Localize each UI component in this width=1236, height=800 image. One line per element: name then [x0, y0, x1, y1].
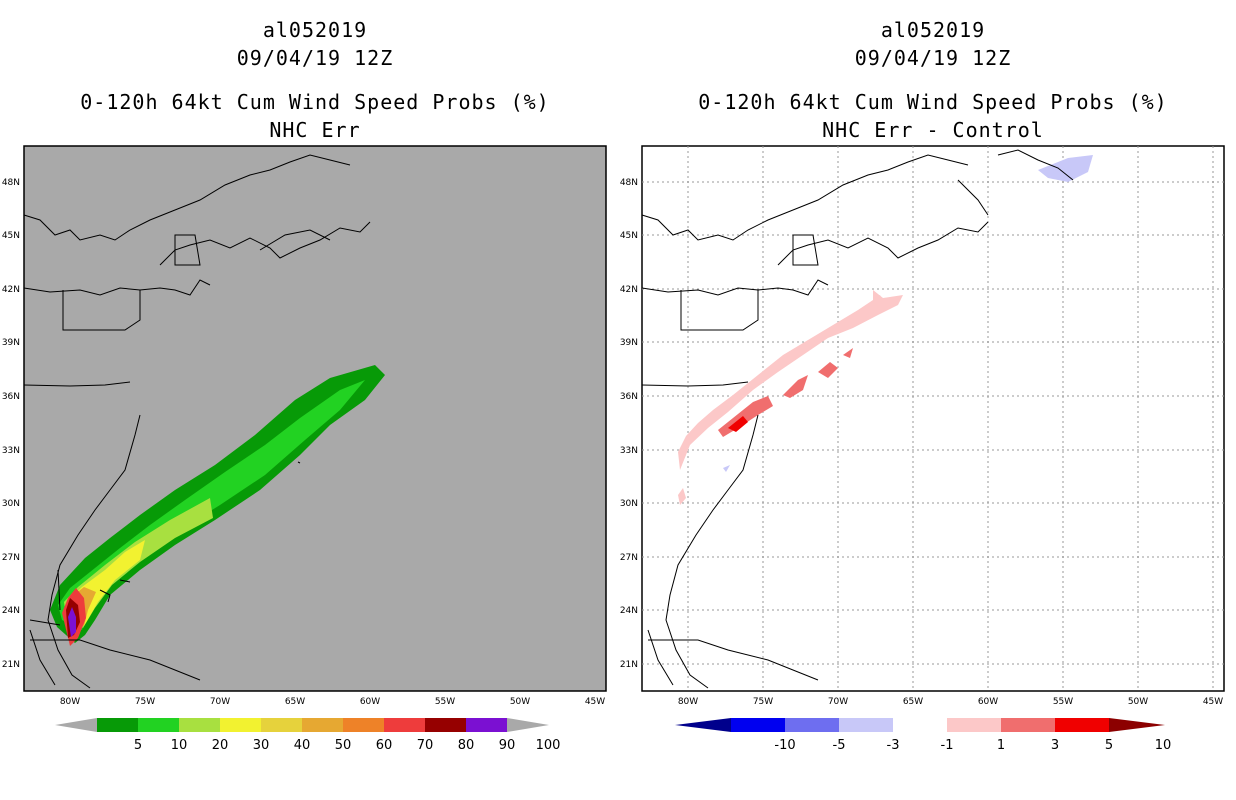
left-colorbar-bin: [466, 718, 507, 732]
right-lon-45: 45W: [1203, 697, 1223, 707]
right-colorbar-bin: [893, 718, 947, 732]
right-grid: [642, 146, 1224, 691]
right-lat-33: 33N: [620, 446, 638, 456]
left-lat-36: 36N: [2, 392, 20, 402]
left-colorbar-label: 90: [499, 738, 516, 753]
right-product-title: 0-120h 64kt Cum Wind Speed Probs (%): [698, 90, 1168, 114]
right-lon-75: 75W: [753, 697, 773, 707]
right-lon-55: 55W: [1053, 697, 1073, 707]
left-product-title: 0-120h 64kt Cum Wind Speed Probs (%): [80, 90, 550, 114]
right-map-frame: [641, 145, 1225, 692]
right-lon-80: 80W: [678, 697, 698, 707]
right-colorbar-label: 5: [1105, 738, 1113, 753]
left-coastlines: [23, 154, 371, 689]
right-colorbar-bin: [731, 718, 785, 732]
right-colorbar-label: 10: [1155, 738, 1172, 753]
left-lat-27: 27N: [2, 553, 20, 563]
left-lat-39: 39N: [2, 338, 20, 348]
right-colorbar-label: -5: [833, 738, 846, 753]
left-colorbar-label: 10: [171, 738, 188, 753]
left-colorbar-bin: [220, 718, 261, 732]
right-coastlines: [641, 149, 1074, 689]
left-colorbar-label: 5: [134, 738, 142, 753]
left-colorbar-bin: [384, 718, 425, 732]
right-lat-45: 45N: [620, 231, 638, 241]
left-lon-65: 65W: [285, 697, 305, 707]
left-lon-70: 70W: [210, 697, 230, 707]
left-lon-45: 45W: [585, 697, 605, 707]
right-lat-39: 39N: [620, 338, 638, 348]
right-lon-50: 50W: [1128, 697, 1148, 707]
right-lat-labels: 48N 45N 42N 39N 36N 33N 30N 27N 24N 21N: [620, 178, 638, 670]
right-map: 48N 45N 42N 39N 36N 33N 30N 27N 24N 21N …: [620, 145, 1225, 707]
left-colorbar-label: 20: [212, 738, 229, 753]
left-colorbar-label: 30: [253, 738, 270, 753]
right-colorbar-label: -3: [887, 738, 900, 753]
left-colorbar-low-arrow: [55, 718, 97, 732]
right-storm-id: al052019: [880, 18, 986, 42]
left-colorbar-bin: [302, 718, 343, 732]
left-colorbar-bin: [97, 718, 138, 732]
left-map: 48N 45N 42N 39N 36N 33N 30N 27N 24N 21N …: [2, 145, 607, 707]
right-datetime: 09/04/19 12Z: [854, 46, 1012, 70]
right-lon-labels: 80W 75W 70W 65W 60W 55W 50W 45W: [678, 697, 1223, 707]
right-colorbar: -10 -5 -3 -1 1 3 5 10: [675, 718, 1172, 753]
right-colorbar-label: -1: [941, 738, 954, 753]
left-lon-labels: 80W 75W 70W 65W 60W 55W 50W 45W: [60, 697, 605, 707]
right-difference-field: [678, 155, 1093, 505]
right-lat-42: 42N: [620, 285, 638, 295]
right-colorbar-bin: [839, 718, 893, 732]
left-colorbar-label: 50: [335, 738, 352, 753]
left-colorbar-bin: [261, 718, 302, 732]
right-colorbar-low-arrow: [675, 718, 731, 732]
right-colorbar-bin: [1001, 718, 1055, 732]
left-colorbar-label: 80: [458, 738, 475, 753]
left-colorbar-label: 100: [536, 738, 560, 753]
left-storm-id: al052019: [262, 18, 368, 42]
left-lat-48: 48N: [2, 178, 20, 188]
left-subtitle: NHC Err: [269, 118, 361, 142]
left-colorbar-label: 70: [417, 738, 434, 753]
left-lat-30: 30N: [2, 499, 20, 509]
left-colorbar-label: 40: [294, 738, 311, 753]
right-lat-24: 24N: [620, 606, 638, 616]
left-islands: [99, 461, 301, 603]
left-lat-42: 42N: [2, 285, 20, 295]
left-lon-50: 50W: [510, 697, 530, 707]
right-lat-27: 27N: [620, 553, 638, 563]
right-lon-70: 70W: [828, 697, 848, 707]
right-colorbar-bin: [785, 718, 839, 732]
left-lon-60: 60W: [360, 697, 380, 707]
right-subtitle: NHC Err - Control: [822, 118, 1044, 142]
right-lat-30: 30N: [620, 499, 638, 509]
right-lat-36: 36N: [620, 392, 638, 402]
right-colorbar-label: 1: [997, 738, 1005, 753]
right-colorbar-bin: [1055, 718, 1109, 732]
left-lat-33: 33N: [2, 446, 20, 456]
right-colorbar-label: 3: [1051, 738, 1059, 753]
right-lon-60: 60W: [978, 697, 998, 707]
left-lon-75: 75W: [135, 697, 155, 707]
left-lat-45: 45N: [2, 231, 20, 241]
left-datetime: 09/04/19 12Z: [236, 46, 394, 70]
right-lon-65: 65W: [903, 697, 923, 707]
left-lat-24: 24N: [2, 606, 20, 616]
left-lat-labels: 48N 45N 42N 39N 36N 33N 30N 27N 24N 21N: [2, 178, 20, 670]
left-colorbar-bin: [179, 718, 220, 732]
left-colorbar-bin: [425, 718, 466, 732]
left-probability-swath: [50, 365, 385, 646]
left-colorbar-bin: [138, 718, 179, 732]
right-colorbar-label: -10: [774, 738, 795, 753]
left-lon-80: 80W: [60, 697, 80, 707]
left-colorbar-high-arrow: [507, 718, 549, 732]
right-lat-48: 48N: [620, 178, 638, 188]
left-colorbar-bin: [343, 718, 384, 732]
left-lat-21: 21N: [2, 660, 20, 670]
right-colorbar-high-arrow: [1109, 718, 1165, 732]
left-lon-55: 55W: [435, 697, 455, 707]
left-colorbar-label: 60: [376, 738, 393, 753]
left-colorbar: 5 10 20 30 40 50 60 70 80 90 100: [55, 718, 560, 753]
right-lat-21: 21N: [620, 660, 638, 670]
right-colorbar-bin: [947, 718, 1001, 732]
